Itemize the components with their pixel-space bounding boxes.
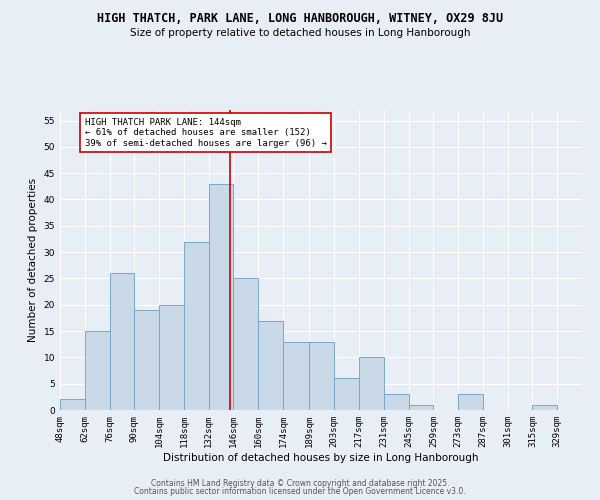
Bar	[159, 304, 184, 410]
Bar	[209, 184, 233, 410]
Text: HIGH THATCH PARK LANE: 144sqm
← 61% of detached houses are smaller (152)
39% of : HIGH THATCH PARK LANE: 144sqm ← 61% of d…	[85, 118, 326, 148]
Text: Contains public sector information licensed under the Open Government Licence v3: Contains public sector information licen…	[134, 487, 466, 496]
Bar	[532, 404, 557, 410]
Bar	[134, 310, 159, 410]
Bar	[85, 331, 110, 410]
X-axis label: Distribution of detached houses by size in Long Hanborough: Distribution of detached houses by size …	[163, 452, 479, 462]
Bar	[233, 278, 258, 410]
Text: HIGH THATCH, PARK LANE, LONG HANBOROUGH, WITNEY, OX29 8JU: HIGH THATCH, PARK LANE, LONG HANBOROUGH,…	[97, 12, 503, 26]
Bar	[409, 404, 433, 410]
Text: Contains HM Land Registry data © Crown copyright and database right 2025.: Contains HM Land Registry data © Crown c…	[151, 478, 449, 488]
Bar	[184, 242, 209, 410]
Bar	[283, 342, 310, 410]
Bar	[258, 320, 283, 410]
Bar	[110, 273, 134, 410]
Bar	[384, 394, 409, 410]
Bar	[60, 400, 85, 410]
Text: Size of property relative to detached houses in Long Hanborough: Size of property relative to detached ho…	[130, 28, 470, 38]
Bar	[334, 378, 359, 410]
Y-axis label: Number of detached properties: Number of detached properties	[28, 178, 38, 342]
Bar	[458, 394, 483, 410]
Bar	[359, 358, 384, 410]
Bar	[310, 342, 334, 410]
